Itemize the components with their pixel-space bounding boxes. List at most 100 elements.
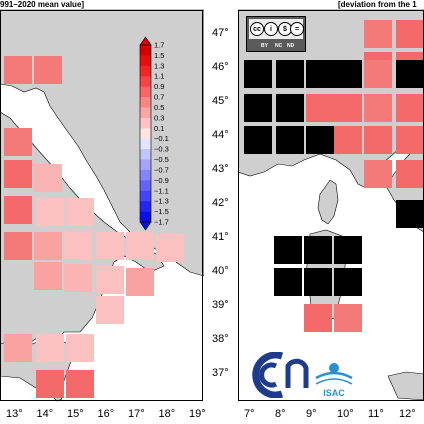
no-data-cell <box>334 60 362 88</box>
colorbar-segment <box>140 138 151 150</box>
anomaly-cell <box>36 370 64 398</box>
left-map: 1.71.51.31.10.90.70.50.30.1−0.1−0.3−0.5−… <box>0 9 204 402</box>
no-data-cell <box>334 268 362 296</box>
colorbar-segment <box>140 86 151 98</box>
anomaly-cell <box>64 264 92 292</box>
anomaly-cell <box>364 126 392 154</box>
colorbar-tick-label: 1.7 <box>154 41 164 50</box>
anomaly-cell <box>66 334 94 362</box>
right-anomaly-cells <box>244 20 424 332</box>
colorbar-tick-label: 1.3 <box>154 61 164 70</box>
colorbar-segment <box>140 149 151 160</box>
left-anomaly-cells <box>4 56 184 398</box>
lat-tick-label: 41° <box>212 231 229 243</box>
colorbar-tick-label: −1.1 <box>154 186 169 195</box>
no-data-cell <box>274 268 302 296</box>
colorbar-segment <box>140 76 151 87</box>
anomaly-cell <box>334 94 362 122</box>
anomaly-cell <box>96 266 124 294</box>
no-data-cell <box>334 236 362 264</box>
anomaly-cell <box>4 160 32 188</box>
anomaly-cell <box>34 232 62 260</box>
colorbar-segment <box>140 117 151 129</box>
anomaly-cell <box>4 232 32 260</box>
cnr-logo <box>252 352 309 398</box>
lat-tick-label: 44° <box>212 129 229 141</box>
cc-license-badge: cc i $ = BY NC ND <box>246 16 306 52</box>
anomaly-cell <box>96 296 124 324</box>
right-map <box>238 9 424 401</box>
anomaly-cell <box>4 334 32 362</box>
anomaly-cell <box>4 56 32 84</box>
lon-tick-label: 9° <box>306 408 317 420</box>
left-map-frame <box>0 10 203 401</box>
lat-tick-label: 40° <box>212 265 229 277</box>
anomaly-cell <box>396 126 424 154</box>
lon-tick-label: 18° <box>158 408 176 420</box>
lat-tick-label: 43° <box>212 163 229 175</box>
colorbar-tick-label: 0.3 <box>154 113 164 122</box>
anomaly-cell <box>34 262 62 290</box>
anomaly-cell <box>64 232 92 260</box>
colorbar-segment <box>140 180 151 192</box>
colorbar-tick-label: −1.7 <box>154 218 169 227</box>
anomaly-cell <box>36 334 64 362</box>
lon-tick-label: 16° <box>97 408 115 420</box>
lat-tick-label: 47° <box>212 27 229 39</box>
lon-tick-label: 15° <box>67 408 84 420</box>
lat-tick-label: 39° <box>212 299 229 311</box>
no-data-cell <box>276 94 304 122</box>
lon-tick-label: 17° <box>128 408 145 420</box>
colorbar-tick-label: 0.5 <box>154 103 164 112</box>
left-panel-header: 991–2020 mean value] <box>0 0 85 9</box>
colorbar-tick-label: 0.9 <box>154 82 164 91</box>
anomaly-cell <box>364 60 392 88</box>
right-panel-header: [deviation from the 1 <box>338 0 417 9</box>
isac-logo: ISAC <box>315 363 353 398</box>
lon-tick-label: 12° <box>399 408 416 420</box>
anomaly-cell <box>364 160 392 188</box>
anomaly-cell <box>364 20 392 48</box>
cc-icon: cc <box>250 22 264 36</box>
colorbar-tick-label: −0.7 <box>154 165 169 174</box>
colorbar-frame <box>139 44 152 223</box>
lon-tick-label: 13° <box>6 408 23 420</box>
anomaly-cell <box>334 304 362 332</box>
anomaly-cell <box>96 232 124 260</box>
anomaly-cell <box>396 20 424 48</box>
anomaly-cell <box>334 126 362 154</box>
no-data-cell <box>396 200 424 228</box>
isac-logo-text: ISAC <box>323 388 345 398</box>
left-map-panel: 1.7 1.5 1.3 1.1 0.9 0.7 0.5 0.3 0.1 −0.1 −0.3 −0.5−… <box>0 0 204 402</box>
anomaly-cell <box>4 128 32 156</box>
right-map-panel: [deviation from the 1 <box>238 0 424 402</box>
anomaly-cell <box>66 370 94 398</box>
colorbar-segment <box>140 45 151 56</box>
lon-tick-label: 14° <box>36 408 54 420</box>
colorbar-tick-label: −0.5 <box>154 155 169 164</box>
no-data-cell <box>304 236 332 264</box>
colorbar-tick-label: −1.3 <box>154 197 169 206</box>
colorbar-tick-label: 0.7 <box>154 93 164 102</box>
no-data-cell <box>304 268 332 296</box>
no-data-cell <box>396 60 424 88</box>
anomaly-cell <box>306 94 334 122</box>
lon-tick-label: 8° <box>275 408 286 420</box>
anomaly-cell <box>34 56 62 84</box>
lat-tick-label: 46° <box>212 61 229 73</box>
by-icon: i <box>264 22 278 36</box>
colorbar-tick-label: 0.1 <box>154 124 164 133</box>
anomaly-cell <box>66 198 94 226</box>
anomaly-cell <box>304 304 332 332</box>
colorbar-segment <box>140 55 151 67</box>
lon-tick-label: 10° <box>337 408 354 420</box>
colorbar-tick-label: 1.1 <box>154 72 164 81</box>
colorbar-segment <box>140 190 151 202</box>
no-data-cell <box>274 236 302 264</box>
lat-tick-label: 38° <box>212 333 229 345</box>
no-data-cell <box>276 126 304 154</box>
colorbar-segment <box>140 128 151 140</box>
colorbar-tick-label: −1.5 <box>154 207 169 216</box>
lat-tick-label: 42° <box>212 197 229 209</box>
anomaly-cell <box>36 198 64 226</box>
